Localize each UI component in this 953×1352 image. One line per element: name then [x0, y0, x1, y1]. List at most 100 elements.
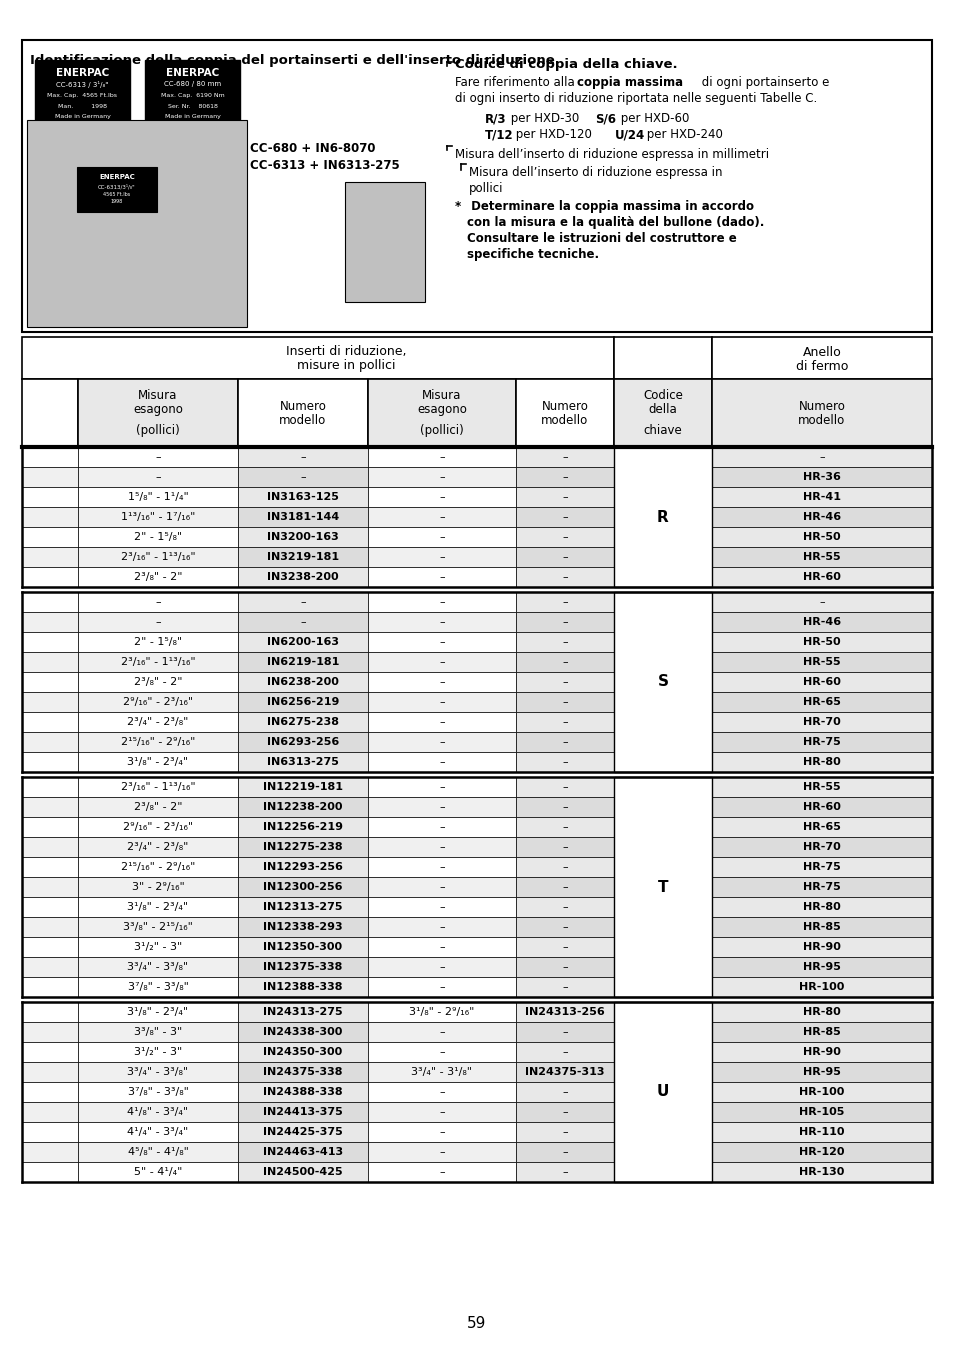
Bar [711, 857, 931, 877]
Bar [368, 566, 516, 587]
Bar [345, 183, 424, 301]
Bar [368, 507, 516, 527]
Bar [516, 592, 614, 612]
Bar [711, 448, 931, 466]
Bar [22, 1022, 78, 1042]
Text: specifiche tecniche.: specifiche tecniche. [467, 247, 598, 261]
Bar [368, 857, 516, 877]
Bar [22, 877, 78, 896]
Bar [516, 652, 614, 672]
Text: –: – [561, 452, 567, 462]
Text: Max. Cap.  6190 Nm: Max. Cap. 6190 Nm [160, 93, 224, 97]
Bar [711, 652, 931, 672]
Text: HR-130: HR-130 [799, 1167, 843, 1178]
Text: IN6219-181: IN6219-181 [267, 657, 339, 667]
Text: HR-80: HR-80 [802, 902, 840, 913]
Text: R: R [657, 510, 668, 525]
Bar [614, 1002, 711, 1182]
Bar [711, 1022, 931, 1042]
Text: –: – [561, 781, 567, 792]
Bar [237, 548, 368, 566]
Text: U: U [656, 1084, 668, 1099]
Text: –: – [438, 531, 444, 542]
Bar [711, 507, 931, 527]
Text: –: – [561, 1128, 567, 1137]
Bar [368, 1042, 516, 1063]
Text: IN6293-256: IN6293-256 [267, 737, 338, 748]
Bar [22, 379, 78, 448]
Bar [516, 1082, 614, 1102]
Bar [22, 466, 78, 487]
Bar [237, 1122, 368, 1142]
Bar [78, 957, 237, 977]
Bar [237, 877, 368, 896]
Bar [516, 1122, 614, 1142]
Bar [516, 379, 614, 448]
Bar [711, 713, 931, 731]
Bar [78, 672, 237, 692]
Text: HR-65: HR-65 [802, 698, 840, 707]
Text: 1⁵/₈" - 1¹/₄": 1⁵/₈" - 1¹/₄" [128, 492, 188, 502]
Text: HR-95: HR-95 [802, 963, 840, 972]
Bar [516, 917, 614, 937]
Text: Misura: Misura [138, 389, 177, 402]
Bar [237, 1082, 368, 1102]
Text: S: S [657, 675, 668, 690]
Bar [22, 1161, 78, 1182]
Text: –: – [561, 657, 567, 667]
Bar [78, 527, 237, 548]
Text: HR-46: HR-46 [802, 617, 841, 627]
Bar [237, 527, 368, 548]
Bar [22, 713, 78, 731]
Text: IN12313-275: IN12313-275 [263, 902, 342, 913]
Text: –: – [561, 802, 567, 813]
Text: –: – [438, 822, 444, 831]
Text: HR-90: HR-90 [802, 942, 840, 952]
Text: –: – [438, 472, 444, 483]
Text: –: – [561, 1028, 567, 1037]
Bar [78, 1142, 237, 1161]
Text: –: – [438, 492, 444, 502]
Bar [237, 652, 368, 672]
Bar [711, 1002, 931, 1022]
Text: R/3: R/3 [484, 112, 506, 124]
Bar [516, 857, 614, 877]
Bar [368, 937, 516, 957]
Bar [711, 527, 931, 548]
Bar [711, 977, 931, 996]
Bar [368, 379, 516, 448]
Text: IN12338-293: IN12338-293 [263, 922, 342, 932]
Bar [237, 857, 368, 877]
Text: 3¹/₈" - 2³/₄": 3¹/₈" - 2³/₄" [128, 757, 189, 767]
Text: HR-80: HR-80 [802, 1007, 840, 1017]
Bar [77, 168, 157, 212]
Bar [237, 612, 368, 631]
Bar [368, 777, 516, 796]
Text: –: – [438, 717, 444, 727]
Bar [22, 1082, 78, 1102]
Text: HR-75: HR-75 [802, 882, 840, 892]
Bar [711, 1063, 931, 1082]
Text: Numero: Numero [798, 400, 844, 414]
Bar [711, 487, 931, 507]
Text: misure in pollici: misure in pollici [296, 360, 395, 373]
Text: IN6238-200: IN6238-200 [267, 677, 338, 687]
Text: 3³/₄" - 3³/₈": 3³/₄" - 3³/₈" [128, 963, 189, 972]
Text: HR-80: HR-80 [802, 757, 840, 767]
Text: Consultare le istruzioni del costruttore e: Consultare le istruzioni del costruttore… [467, 233, 736, 245]
Text: IN24388-338: IN24388-338 [263, 1087, 342, 1096]
Bar [78, 631, 237, 652]
Text: –: – [561, 982, 567, 992]
Text: 5" - 4¹/₄": 5" - 4¹/₄" [133, 1167, 182, 1178]
Text: CC-6313 / 3¹/₈": CC-6313 / 3¹/₈" [56, 81, 109, 88]
Text: 3¹/₈" - 2⁹/₁₆": 3¹/₈" - 2⁹/₁₆" [409, 1007, 475, 1017]
Bar [237, 817, 368, 837]
Text: modello: modello [279, 415, 326, 427]
Text: IN3219-181: IN3219-181 [267, 552, 338, 562]
Bar [237, 917, 368, 937]
Bar [22, 1102, 78, 1122]
Bar [516, 566, 614, 587]
Text: –: – [300, 617, 306, 627]
Bar [516, 1002, 614, 1022]
Bar [237, 796, 368, 817]
